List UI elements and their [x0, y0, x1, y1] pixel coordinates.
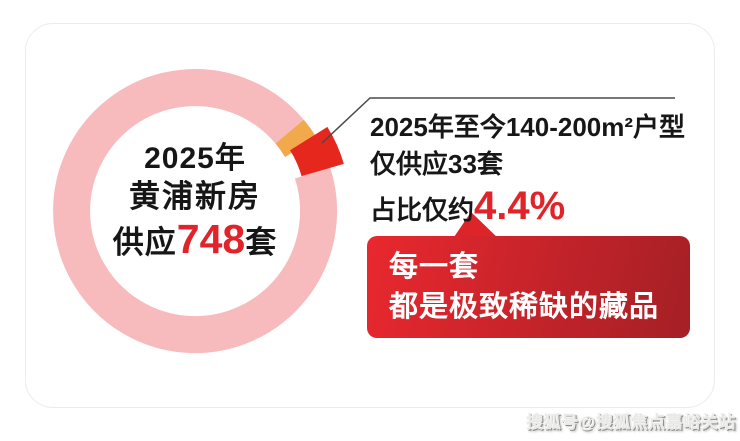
callout-line2: 仅供应33套: [370, 146, 685, 183]
supply-suffix: 套: [245, 225, 278, 260]
units-prefix: 仅供应: [370, 149, 449, 179]
donut-total-supply-label: 供应748套: [70, 216, 320, 266]
percent-value: 4.4%: [474, 184, 566, 228]
callout-annotation: 2025年至今140-200m²户型 仅供应33套 占比仅约4.4%: [370, 108, 685, 233]
banner-line1: 每一套: [389, 251, 480, 283]
percent-prefix: 占比仅约: [370, 195, 475, 225]
total-units-value: 748: [176, 216, 246, 262]
banner-tail-pointer: [452, 212, 500, 240]
donut-year-label: 2025年: [144, 142, 246, 175]
highlight-units-value: 33: [448, 149, 477, 179]
pie-segment-pink: [53, 69, 338, 354]
slogan-banner: 每一套 都是极致稀缺的藏品: [367, 236, 690, 338]
callout-leader-line: [321, 97, 675, 144]
donut-center-label: 2025年 黄浦新房 供应748套: [70, 140, 320, 266]
supply-prefix: 供应: [112, 225, 177, 260]
callout-line3: 占比仅约4.4%: [370, 183, 685, 233]
watermark-text: 搜狐号@搜狐焦点嘉峪关站: [526, 413, 736, 432]
banner-line2: 都是极致稀缺的藏品: [389, 291, 660, 323]
pie-segment-red-exploded: [289, 126, 344, 177]
units-suffix: 套: [476, 149, 503, 179]
callout-line1: 2025年至今140-200m²户型: [370, 112, 686, 142]
donut-district-label: 黄浦新房: [129, 179, 261, 214]
